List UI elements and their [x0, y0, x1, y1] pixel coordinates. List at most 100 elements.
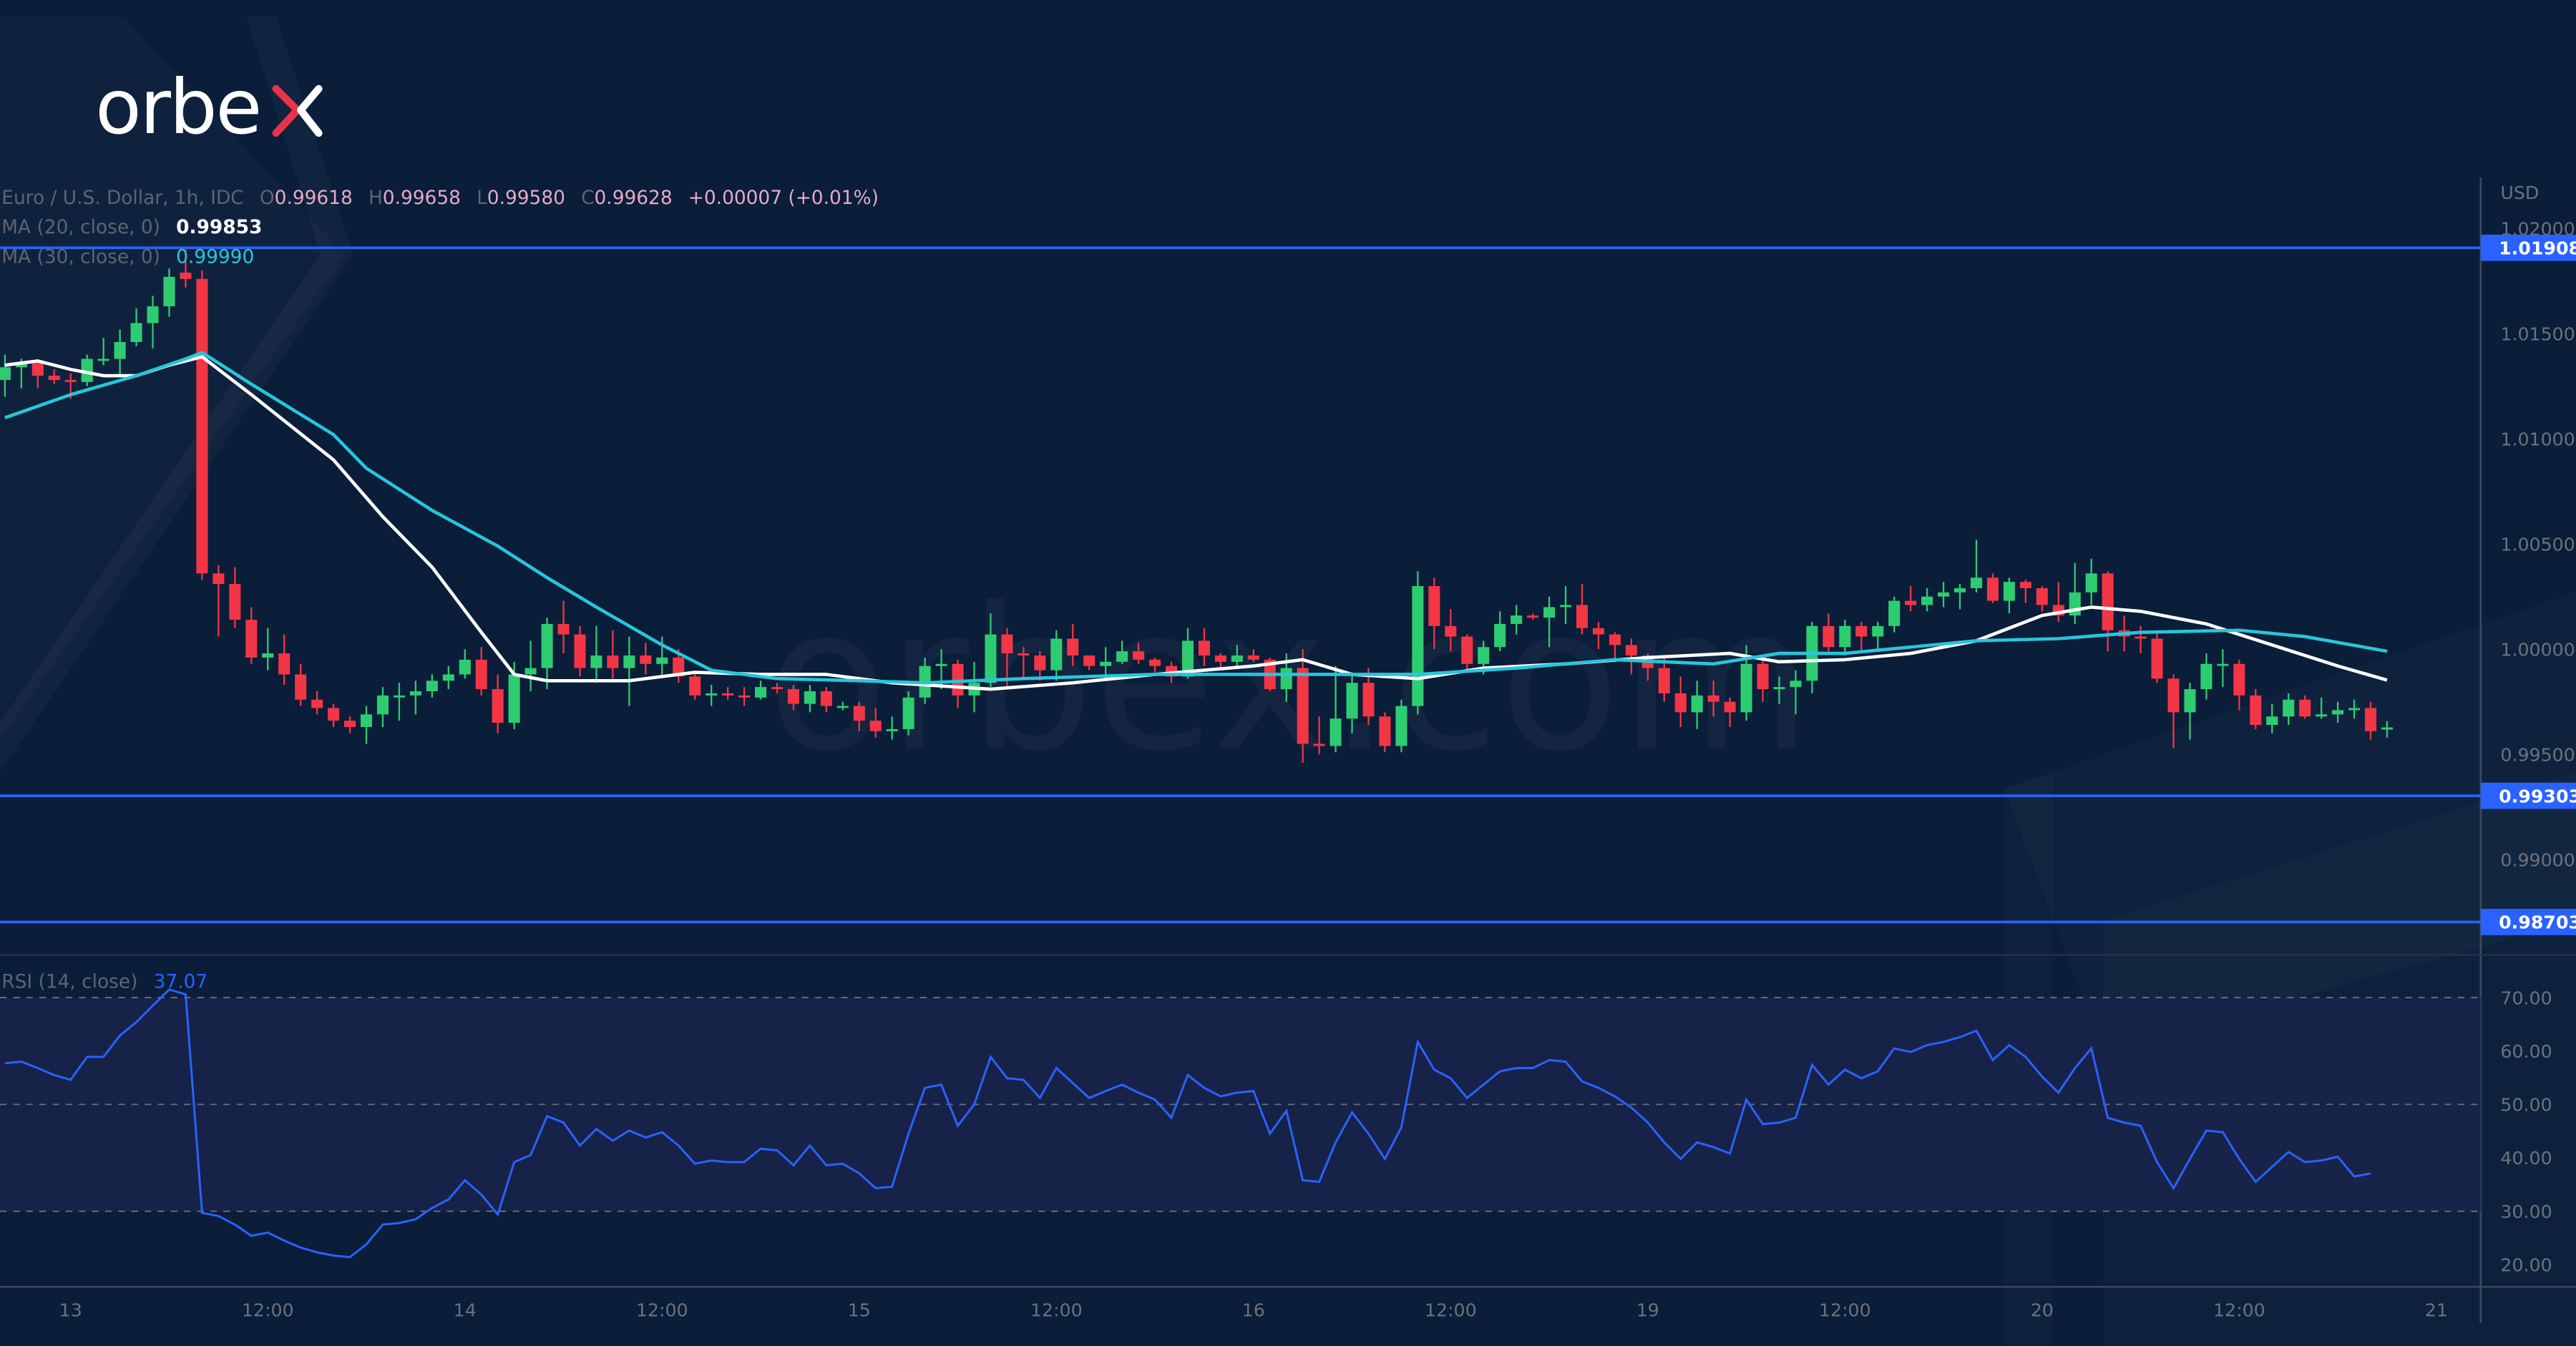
candle-body — [2036, 587, 2048, 605]
candle-body — [1576, 605, 1589, 628]
candle-down — [492, 674, 504, 733]
candle-body — [902, 697, 914, 729]
ma20-legend[interactable]: MA (20, close, 0) 0.99853 — [1, 216, 262, 238]
candle-body — [1116, 651, 1128, 662]
candle-down — [689, 674, 701, 700]
candle-down — [1855, 621, 1868, 654]
rsi-line — [4, 988, 2371, 1259]
ma30-value: 0.99990 — [176, 245, 254, 268]
level-price-label: 1.01908 — [2499, 238, 2576, 258]
candle-body — [1362, 683, 1375, 717]
candle-down — [1018, 647, 1030, 679]
candle-body — [442, 674, 454, 681]
level-price-tag — [2480, 782, 2576, 809]
candle-body — [640, 655, 652, 664]
candle-up — [2332, 701, 2344, 723]
candle-body — [360, 714, 373, 727]
candle-down — [787, 685, 799, 711]
logo-text: orbe — [95, 63, 260, 151]
orbex-logo: orbe — [95, 63, 323, 151]
candle-body — [459, 659, 471, 675]
candle-down — [213, 565, 225, 637]
candle-body — [1938, 592, 1950, 597]
candle-body — [1953, 587, 1966, 592]
candle-body — [1740, 663, 1752, 713]
candle-body — [2200, 663, 2212, 690]
candle-body — [245, 620, 258, 658]
candle-body — [706, 693, 718, 696]
candle-body — [1986, 577, 1999, 601]
candle-body — [853, 706, 865, 721]
time-tick-label: 12:00 — [636, 1300, 688, 1321]
candle-up — [623, 636, 635, 706]
candle-up — [1559, 586, 1572, 624]
candle-body — [1018, 653, 1030, 656]
symbol-label[interactable]: Euro / U.S. Dollar, 1h, IDC — [1, 187, 243, 209]
candle-body — [15, 363, 27, 368]
candle-body — [590, 655, 602, 668]
candle-up — [2085, 558, 2097, 605]
candle-body — [1034, 655, 1046, 670]
level-price-tag — [2480, 909, 2576, 935]
candle-body — [343, 721, 356, 727]
candle-up — [1412, 571, 1424, 715]
rsi-tick-label: 40.00 — [2500, 1148, 2552, 1169]
candle-body — [1379, 716, 1391, 746]
candle-down — [1625, 638, 1637, 675]
level-price-label: 0.98703 — [2499, 912, 2576, 933]
candle-body — [1494, 623, 1506, 648]
candle-body — [1478, 647, 1490, 664]
candle-down — [1445, 609, 1457, 652]
candle-down — [1905, 586, 1917, 612]
ohlc-legend: Euro / U.S. Dollar, 1h, IDC O0.99618 H0.… — [1, 187, 879, 209]
candle-down — [1527, 613, 1539, 620]
candle-body — [376, 695, 389, 715]
candle-body — [1198, 640, 1210, 656]
candle-up — [1921, 587, 1933, 612]
candle-body — [492, 689, 504, 723]
candle-body — [2348, 708, 2361, 711]
candle-down — [574, 625, 586, 677]
candle-body — [2003, 582, 2015, 601]
candle-down — [48, 369, 60, 384]
candle-down — [2151, 630, 2163, 683]
rsi-tick-label: 20.00 — [2500, 1254, 2552, 1275]
candle-up — [1938, 582, 1950, 608]
candle-body — [1790, 681, 1802, 688]
candle-down — [1609, 632, 1621, 662]
candle-body — [1872, 625, 1884, 637]
candle-body — [574, 634, 586, 668]
candle-up — [754, 681, 767, 700]
candle-body — [1559, 605, 1572, 608]
candle-down — [2019, 580, 2031, 603]
candle-down — [1067, 623, 1079, 666]
candle-body — [1067, 638, 1079, 656]
time-tick-label: 12:00 — [1819, 1300, 1871, 1321]
candle-body — [1330, 718, 1342, 746]
candle-down — [1461, 634, 1473, 670]
candle-body — [328, 708, 340, 721]
candle-body — [1773, 687, 1785, 690]
candle-down — [1133, 643, 1145, 664]
time-tick-label: 20 — [2031, 1300, 2054, 1321]
candle-body — [2184, 689, 2196, 713]
candle-body — [1231, 655, 1243, 662]
candle-up — [393, 683, 405, 721]
candle-up — [804, 685, 816, 713]
candle-body — [541, 623, 553, 668]
candle-down — [853, 701, 865, 731]
candle-up — [902, 691, 914, 736]
price-tick-label: 1.00000 — [2500, 639, 2575, 660]
candle-up — [1888, 596, 1901, 633]
rsi-legend[interactable]: RSI (14, close) 37.07 — [1, 970, 208, 993]
candle-up — [262, 628, 274, 670]
candle-body — [64, 379, 77, 382]
candle-down — [1674, 676, 1687, 727]
candle-body — [1083, 655, 1096, 666]
candle-body — [393, 695, 405, 698]
ma30-legend[interactable]: MA (30, close, 0) 0.99990 — [1, 245, 254, 268]
candle-body — [180, 272, 192, 279]
candle-body — [673, 657, 685, 677]
candle-body — [2102, 573, 2114, 630]
